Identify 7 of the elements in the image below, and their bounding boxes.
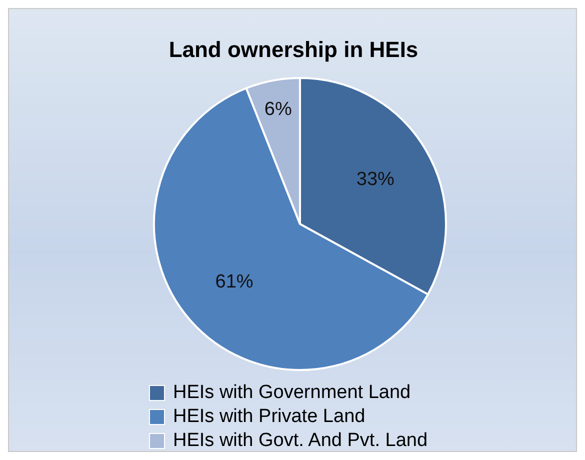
data-label: 6% — [264, 98, 292, 120]
legend-label: HEIs with Government Land — [173, 381, 411, 405]
data-label: 33% — [356, 168, 395, 190]
legend-label: HEIs with Private Land — [173, 405, 366, 429]
data-label: 61% — [215, 271, 254, 292]
legend-label: HEIs with Govt. And Pvt. Land — [173, 429, 428, 453]
chart-title: Land ownership in HEIs — [168, 37, 420, 63]
